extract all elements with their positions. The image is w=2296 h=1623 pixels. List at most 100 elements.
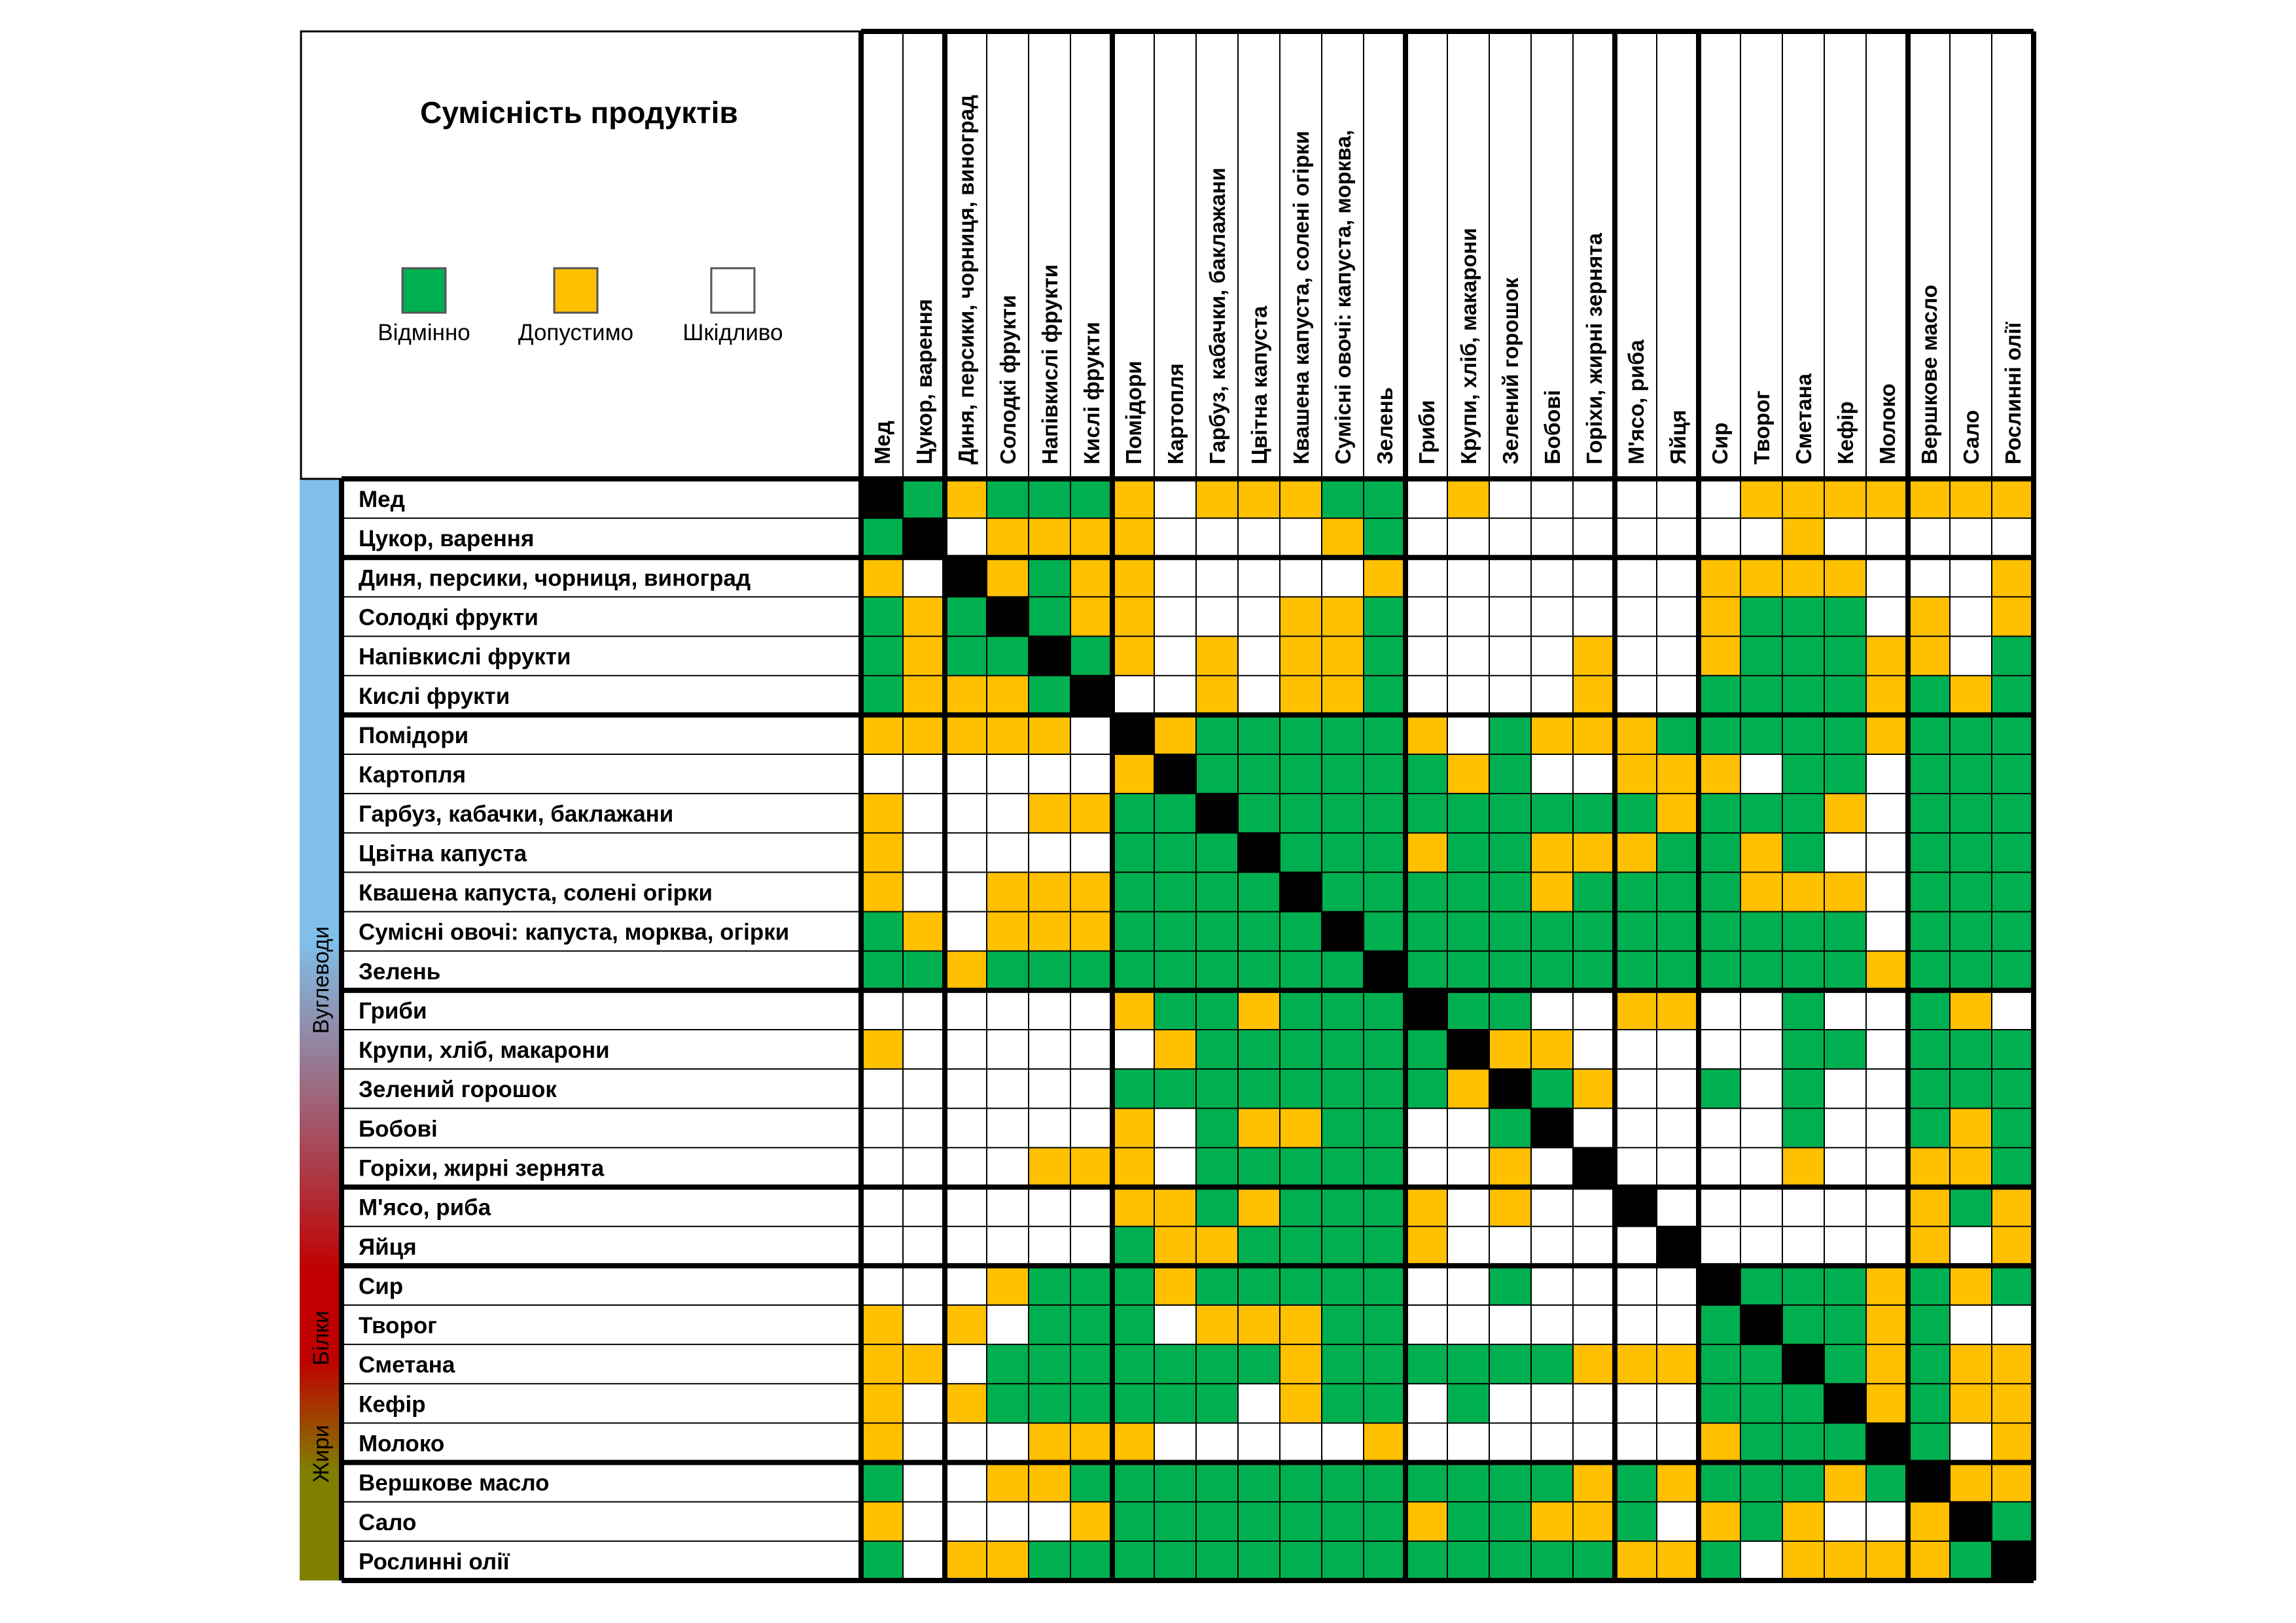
cell-23-1: [903, 1384, 945, 1423]
cell-15-1: [903, 1069, 945, 1109]
cell-4-5: [1070, 636, 1112, 676]
cell-5-21: [1740, 675, 1782, 715]
cell-10-7: [1154, 872, 1196, 912]
cell-6-12: [1364, 714, 1405, 754]
cell-21-6: [1112, 1305, 1154, 1345]
cell-19-16: [1531, 1226, 1573, 1266]
cell-15-24: [1866, 1069, 1908, 1109]
cell-22-25: [1908, 1344, 1950, 1384]
cell-26-1: [903, 1501, 945, 1541]
cell-4-11: [1322, 636, 1364, 676]
cell-24-1: [903, 1423, 945, 1463]
cell-0-27: [1992, 479, 2034, 519]
cell-11-25: [1908, 911, 1950, 951]
cell-2-14: [1447, 557, 1489, 597]
cell-26-10: [1280, 1501, 1322, 1541]
cell-11-26: [1950, 911, 1992, 951]
cell-27-24: [1866, 1541, 1908, 1580]
cell-18-16: [1531, 1187, 1573, 1227]
row-label: Яйця: [359, 1234, 417, 1260]
cell-27-27: [1992, 1541, 2034, 1580]
cell-17-15: [1489, 1147, 1531, 1187]
cell-9-20: [1699, 833, 1740, 873]
cell-5-3: [987, 675, 1029, 715]
cell-3-17: [1573, 597, 1615, 637]
cell-23-12: [1364, 1384, 1405, 1423]
cell-6-11: [1322, 714, 1364, 754]
cell-22-13: [1405, 1344, 1447, 1384]
cell-16-3: [987, 1108, 1029, 1148]
row-label: Помідори: [359, 723, 468, 748]
cell-21-2: [945, 1305, 987, 1345]
cell-19-1: [903, 1226, 945, 1266]
cell-15-0: [861, 1069, 903, 1109]
row-label: Квашена капуста, солені огірки: [359, 881, 713, 906]
cell-15-4: [1029, 1069, 1070, 1109]
cell-19-24: [1866, 1226, 1908, 1266]
cell-5-14: [1447, 675, 1489, 715]
cell-10-18: [1615, 872, 1657, 912]
cell-25-11: [1322, 1462, 1364, 1502]
column-label: Кефір: [1833, 401, 1858, 464]
cell-17-10: [1280, 1147, 1322, 1187]
cell-4-24: [1866, 636, 1908, 676]
cell-20-19: [1657, 1265, 1699, 1305]
cell-7-14: [1447, 754, 1489, 794]
cell-21-19: [1657, 1305, 1699, 1345]
cell-12-15: [1489, 951, 1531, 990]
cell-13-23: [1824, 990, 1866, 1030]
cell-16-11: [1322, 1108, 1364, 1148]
cell-2-20: [1699, 557, 1740, 597]
cell-6-6: [1112, 714, 1154, 754]
cell-1-21: [1740, 518, 1782, 558]
cell-21-0: [861, 1305, 903, 1345]
cell-18-0: [861, 1187, 903, 1227]
cell-22-1: [903, 1344, 945, 1384]
row-label: Вершкове масло: [359, 1471, 549, 1496]
cell-0-6: [1112, 479, 1154, 519]
cell-23-11: [1322, 1384, 1364, 1423]
cell-23-13: [1405, 1384, 1447, 1423]
cell-4-9: [1238, 636, 1280, 676]
column-label: Горіхи, жирні зернята: [1582, 233, 1606, 464]
cell-26-21: [1740, 1501, 1782, 1541]
row-label: Диня, персики, чорниця, виноград: [359, 565, 751, 591]
cell-11-27: [1992, 911, 2034, 951]
cell-6-10: [1280, 714, 1322, 754]
cell-8-2: [945, 794, 987, 833]
cell-12-1: [903, 951, 945, 990]
cell-4-0: [861, 636, 903, 676]
cell-24-4: [1029, 1423, 1070, 1463]
cell-13-16: [1531, 990, 1573, 1030]
cell-6-8: [1196, 714, 1238, 754]
row-label: Зелений горошок: [359, 1077, 557, 1102]
cell-2-7: [1154, 557, 1196, 597]
cell-26-3: [987, 1501, 1029, 1541]
cell-2-12: [1364, 557, 1405, 597]
cell-2-18: [1615, 557, 1657, 597]
cell-19-13: [1405, 1226, 1447, 1266]
cell-2-6: [1112, 557, 1154, 597]
cell-27-9: [1238, 1541, 1280, 1580]
cell-4-14: [1447, 636, 1489, 676]
cell-3-27: [1992, 597, 2034, 637]
cell-11-24: [1866, 911, 1908, 951]
cell-8-27: [1992, 794, 2034, 833]
cell-2-10: [1280, 557, 1322, 597]
cell-2-3: [987, 557, 1029, 597]
cell-11-10: [1280, 911, 1322, 951]
cell-13-0: [861, 990, 903, 1030]
cell-14-22: [1782, 1030, 1824, 1070]
cell-26-11: [1322, 1501, 1364, 1541]
cell-27-14: [1447, 1541, 1489, 1580]
cell-27-18: [1615, 1541, 1657, 1580]
cell-3-16: [1531, 597, 1573, 637]
cell-18-19: [1657, 1187, 1699, 1227]
cell-9-25: [1908, 833, 1950, 873]
cell-5-26: [1950, 675, 1992, 715]
cell-21-26: [1950, 1305, 1992, 1345]
cell-19-6: [1112, 1226, 1154, 1266]
cell-17-19: [1657, 1147, 1699, 1187]
row-label: Гриби: [359, 998, 427, 1024]
